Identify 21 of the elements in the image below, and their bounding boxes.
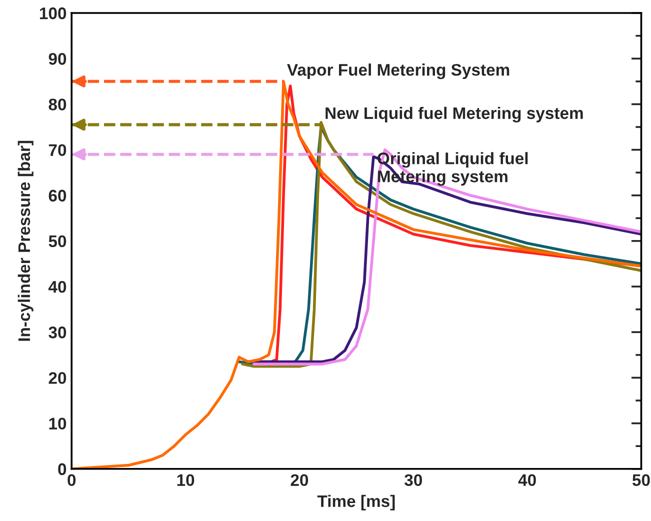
ref-line-label: New Liquid fuel Metering system xyxy=(326,106,583,122)
y-axis-title: In-cylinder Pressure [bar] xyxy=(18,140,34,341)
x-tick-label: 30 xyxy=(404,474,422,486)
y-tick-label: 50 xyxy=(48,235,66,248)
y-tick-label: 80 xyxy=(48,98,66,110)
x-tick-label: 20 xyxy=(290,474,308,486)
y-tick-label: 30 xyxy=(48,326,66,338)
y-tick-label: 100 xyxy=(40,7,66,20)
y-tick-label: 10 xyxy=(49,418,66,430)
x-tick-label: 0 xyxy=(68,474,76,486)
y-tick-label: 90 xyxy=(48,53,66,65)
y-tick-label: 20 xyxy=(48,372,66,384)
y-tick-label: 40 xyxy=(48,280,66,293)
ref-line-label: Vapor Fuel Metering System xyxy=(287,64,510,80)
y-tick-label: 60 xyxy=(48,190,66,202)
x-tick-label: 40 xyxy=(518,474,536,486)
y-tick-label: 70 xyxy=(48,144,66,156)
x-axis-title: Time [ms] xyxy=(317,494,395,510)
y-tick-label: 0 xyxy=(58,463,66,476)
x-tick-label: 50 xyxy=(632,474,650,486)
x-tick-label: 10 xyxy=(177,474,194,486)
